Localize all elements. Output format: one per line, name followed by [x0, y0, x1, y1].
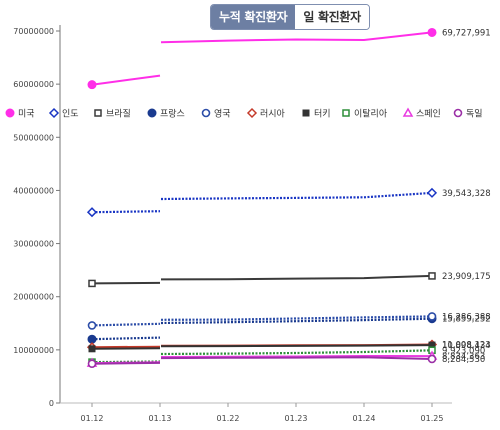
legend-label: 터키 [314, 109, 331, 120]
y-tick-label: 60000000 [13, 80, 54, 89]
series-line [160, 315, 433, 321]
series-line [91, 347, 161, 350]
legend-label: 미국 [18, 109, 35, 120]
end-value-label: 39,543,328 [442, 189, 491, 199]
data-point-marker [426, 187, 438, 198]
legend-item[interactable]: 독일 [453, 108, 483, 120]
legend-item[interactable]: 브라질 [94, 108, 131, 120]
series-line [160, 354, 433, 358]
series-10 [87, 354, 437, 368]
series-line [91, 210, 161, 214]
data-point-marker [427, 354, 437, 364]
series-2 [86, 187, 438, 218]
y-tick-label: 40000000 [13, 186, 54, 195]
end-value-label: 15,859,252 [442, 315, 491, 325]
y-tick-label: 0 [49, 399, 54, 408]
x-tick-label: 01.12 [81, 414, 104, 423]
data-point-marker [94, 109, 102, 117]
data-point-marker [87, 334, 97, 344]
y-tick-label: 20000000 [13, 293, 54, 302]
data-point-marker [302, 109, 310, 117]
series-line [160, 191, 433, 201]
series-line [91, 361, 161, 365]
series-line [160, 356, 433, 360]
x-tick-label: 01.23 [285, 414, 308, 423]
series-line [160, 31, 433, 44]
series-5 [87, 312, 437, 330]
legend-label: 스페인 [416, 109, 441, 120]
series-line [160, 274, 433, 281]
series-4 [87, 314, 437, 344]
legend-label: 인도 [62, 109, 79, 120]
data-point-marker [87, 321, 97, 330]
data-point-marker [87, 359, 97, 368]
data-point-marker [5, 108, 15, 118]
legend-label: 영국 [214, 109, 231, 120]
series-line [160, 349, 433, 356]
data-point-marker [402, 107, 414, 117]
legend-label: 이탈리아 [354, 109, 388, 120]
series-line [160, 344, 433, 348]
data-point-marker [453, 108, 463, 118]
y-tick-label: 30000000 [13, 240, 54, 249]
x-tick-label: 01.13 [149, 414, 172, 423]
x-tick-label: 01.22 [217, 414, 240, 423]
y-tick-label: 70000000 [13, 27, 54, 36]
data-point-marker [342, 109, 350, 117]
legend-item[interactable]: 스페인 [402, 107, 441, 120]
end-value-label: 10,898,434 [442, 341, 491, 351]
data-point-marker [147, 108, 157, 118]
data-point-marker [428, 272, 436, 280]
series-7 [88, 341, 436, 353]
legend: 미국 인도 브라질 프랑스 영국 러시아 터키 이탈리아 스페인 독일 [5, 107, 483, 120]
data-point-marker [86, 207, 98, 218]
x-tick-label: 01.24 [353, 414, 376, 423]
legend-item[interactable]: 영국 [201, 108, 231, 120]
end-value-label: 23,909,175 [442, 272, 491, 282]
series-line [91, 74, 161, 86]
data-point-marker [427, 27, 437, 37]
data-point-marker [88, 345, 96, 353]
legend-item[interactable]: 인도 [48, 107, 79, 120]
data-point-marker [48, 107, 60, 119]
end-value-label: 8,834,363 [442, 352, 485, 362]
series-line [91, 281, 161, 285]
end-value-label: 69,727,991 [442, 28, 491, 38]
data-point-marker [88, 279, 96, 288]
data-point-marker [87, 80, 97, 90]
end-value-label: 9,923,090 [442, 346, 485, 356]
legend-item[interactable]: 터키 [302, 109, 331, 120]
x-tick-label: 01.25 [421, 414, 444, 423]
series-line [91, 322, 161, 327]
series-line [160, 317, 433, 325]
y-tick-label: 10000000 [13, 346, 54, 355]
end-value-label: 16,286,388 [442, 312, 491, 322]
tab-daily-cases[interactable]: 일 확진환자 [295, 5, 369, 29]
series-line [91, 336, 161, 341]
legend-label: 프랑스 [160, 108, 185, 120]
series-line [91, 345, 161, 349]
y-tick-label: 50000000 [13, 133, 54, 142]
legend-label: 러시아 [260, 109, 286, 120]
series-3 [88, 272, 436, 288]
data-point-marker [201, 108, 211, 118]
tab-cumulative-cases[interactable]: 누적 확진환자 [211, 5, 296, 29]
data-point-marker [427, 312, 437, 321]
end-value-label: 11,008,123 [442, 340, 491, 350]
legend-item[interactable]: 이탈리아 [342, 109, 388, 120]
legend-item[interactable]: 프랑스 [147, 108, 185, 120]
data-point-marker [246, 107, 258, 119]
legend-item[interactable]: 미국 [5, 108, 35, 120]
legend-label: 독일 [466, 109, 483, 120]
end-value-label: 8,284,530 [442, 355, 485, 365]
legend-label: 브라질 [106, 108, 131, 120]
chart-tab-group: 누적 확진환자 일 확진환자 [210, 4, 370, 30]
legend-item[interactable]: 러시아 [246, 107, 286, 120]
series-1 [87, 27, 437, 90]
